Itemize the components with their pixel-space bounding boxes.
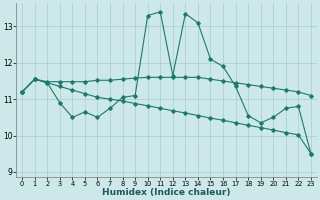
X-axis label: Humidex (Indice chaleur): Humidex (Indice chaleur) bbox=[102, 188, 231, 197]
